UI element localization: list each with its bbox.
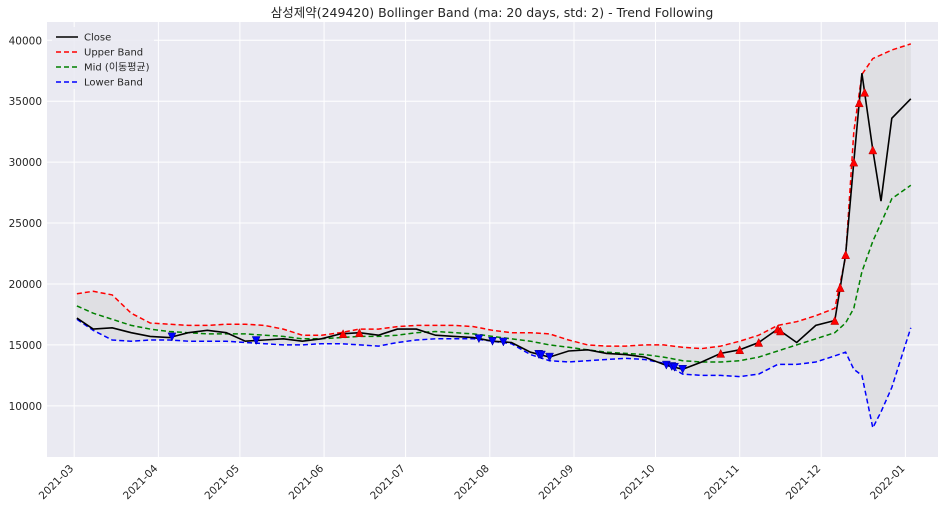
y-tick-label: 35000 (9, 96, 42, 108)
plot-background (47, 22, 938, 457)
chart-title: 삼성제약(249420) Bollinger Band (ma: 20 days… (271, 5, 714, 20)
buy-signal-marker (830, 315, 840, 325)
x-tick-label: 2021-12 (784, 463, 824, 503)
sell-signal-marker (488, 336, 497, 346)
buy-signal-marker (338, 329, 348, 339)
series-lines (76, 43, 912, 431)
sell-signal-marker (251, 336, 261, 346)
sell-signal-marker (536, 350, 546, 360)
legend-label: Close (84, 33, 111, 44)
x-tick-label: 2021-04 (121, 462, 161, 502)
x-tick-label: 2021-06 (287, 462, 327, 502)
series-line-1 (76, 43, 912, 350)
buy-signal-marker (854, 98, 864, 108)
sell-signal-marker (678, 365, 688, 374)
sell-signal-marker (545, 352, 554, 362)
buy-signal-marker (849, 157, 859, 167)
band-fill (76, 43, 911, 428)
y-tick-label: 15000 (9, 340, 42, 352)
series-line-2 (76, 184, 912, 363)
legend-box (52, 27, 154, 89)
buy-signal-marker (776, 326, 785, 336)
x-tick-label: 2022-01 (868, 463, 908, 503)
series-line-3 (76, 318, 912, 431)
sell-signal-marker (167, 332, 177, 342)
band-area (76, 43, 911, 428)
x-tick-label: 2021-10 (618, 463, 658, 503)
y-tick-label: 25000 (9, 218, 42, 230)
x-tick-label: 2021-05 (202, 463, 242, 503)
buy-signal-marker (841, 250, 851, 259)
buy-signal-marker (754, 337, 764, 347)
legend-label: Mid (이동평균) (84, 62, 150, 74)
x-tick-label: 2021-09 (537, 463, 577, 503)
buy-signal-marker (835, 283, 845, 292)
buy-signal-marker (716, 348, 726, 358)
buy-signal-marker (735, 345, 745, 355)
sell-signal-marker (498, 337, 508, 347)
x-tick-label: 2021-03 (37, 463, 77, 503)
signal-markers (167, 87, 878, 374)
sell-signal-marker (474, 334, 484, 344)
sell-signal-marker (670, 362, 679, 372)
y-tick-label: 30000 (9, 157, 42, 169)
buy-signal-marker (860, 87, 870, 97)
x-tick-label: 2021-07 (368, 463, 408, 503)
series-line-0 (76, 73, 912, 371)
buy-signal-marker (354, 328, 364, 337)
x-tick-label: 2021-11 (702, 463, 742, 503)
y-tick-label: 40000 (9, 35, 42, 47)
buy-signal-marker (868, 145, 878, 155)
legend-label: Upper Band (84, 48, 143, 59)
y-tick-label: 20000 (9, 279, 42, 291)
legend: Close Upper Band Mid (이동평균) Lower Band (52, 27, 154, 89)
x-tick-label: 2021-08 (452, 463, 492, 503)
y-tick-label: 10000 (9, 401, 42, 413)
legend-label: Lower Band (84, 78, 143, 89)
